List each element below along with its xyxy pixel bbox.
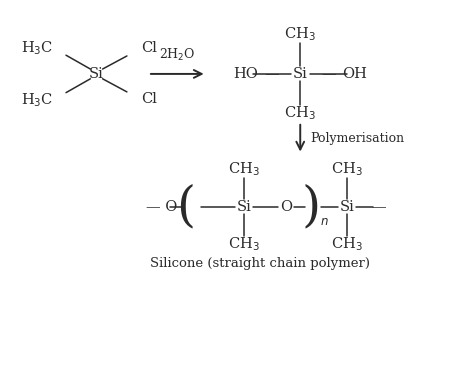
Text: Cl: Cl xyxy=(141,92,157,106)
Text: Polymerisation: Polymerisation xyxy=(310,131,405,145)
Text: Si: Si xyxy=(340,200,355,214)
Text: —: — xyxy=(321,67,336,81)
Text: H$_3$C: H$_3$C xyxy=(21,39,54,57)
Text: ): ) xyxy=(301,184,320,230)
Text: Si: Si xyxy=(237,200,252,214)
Text: CH$_3$: CH$_3$ xyxy=(331,161,363,178)
Text: 2H$_2$O: 2H$_2$O xyxy=(159,48,196,63)
Text: CH$_3$: CH$_3$ xyxy=(284,105,316,122)
Text: — O: — O xyxy=(146,200,177,214)
Text: —: — xyxy=(372,200,386,214)
Text: (: ( xyxy=(176,184,195,230)
Text: Si: Si xyxy=(89,67,104,81)
Text: HO: HO xyxy=(234,67,259,81)
Text: Silicone (straight chain polymer): Silicone (straight chain polymer) xyxy=(150,256,370,269)
Text: —: — xyxy=(265,67,280,81)
Text: CH$_3$: CH$_3$ xyxy=(331,236,363,253)
Text: CH$_3$: CH$_3$ xyxy=(228,236,260,253)
Text: CH$_3$: CH$_3$ xyxy=(284,26,316,43)
Text: CH$_3$: CH$_3$ xyxy=(228,161,260,178)
Text: Cl: Cl xyxy=(141,41,157,55)
Text: OH: OH xyxy=(342,67,367,81)
Text: Si: Si xyxy=(293,67,308,81)
Text: O: O xyxy=(280,200,292,214)
Text: $n$: $n$ xyxy=(320,215,329,228)
Text: H$_3$C: H$_3$C xyxy=(21,91,54,109)
